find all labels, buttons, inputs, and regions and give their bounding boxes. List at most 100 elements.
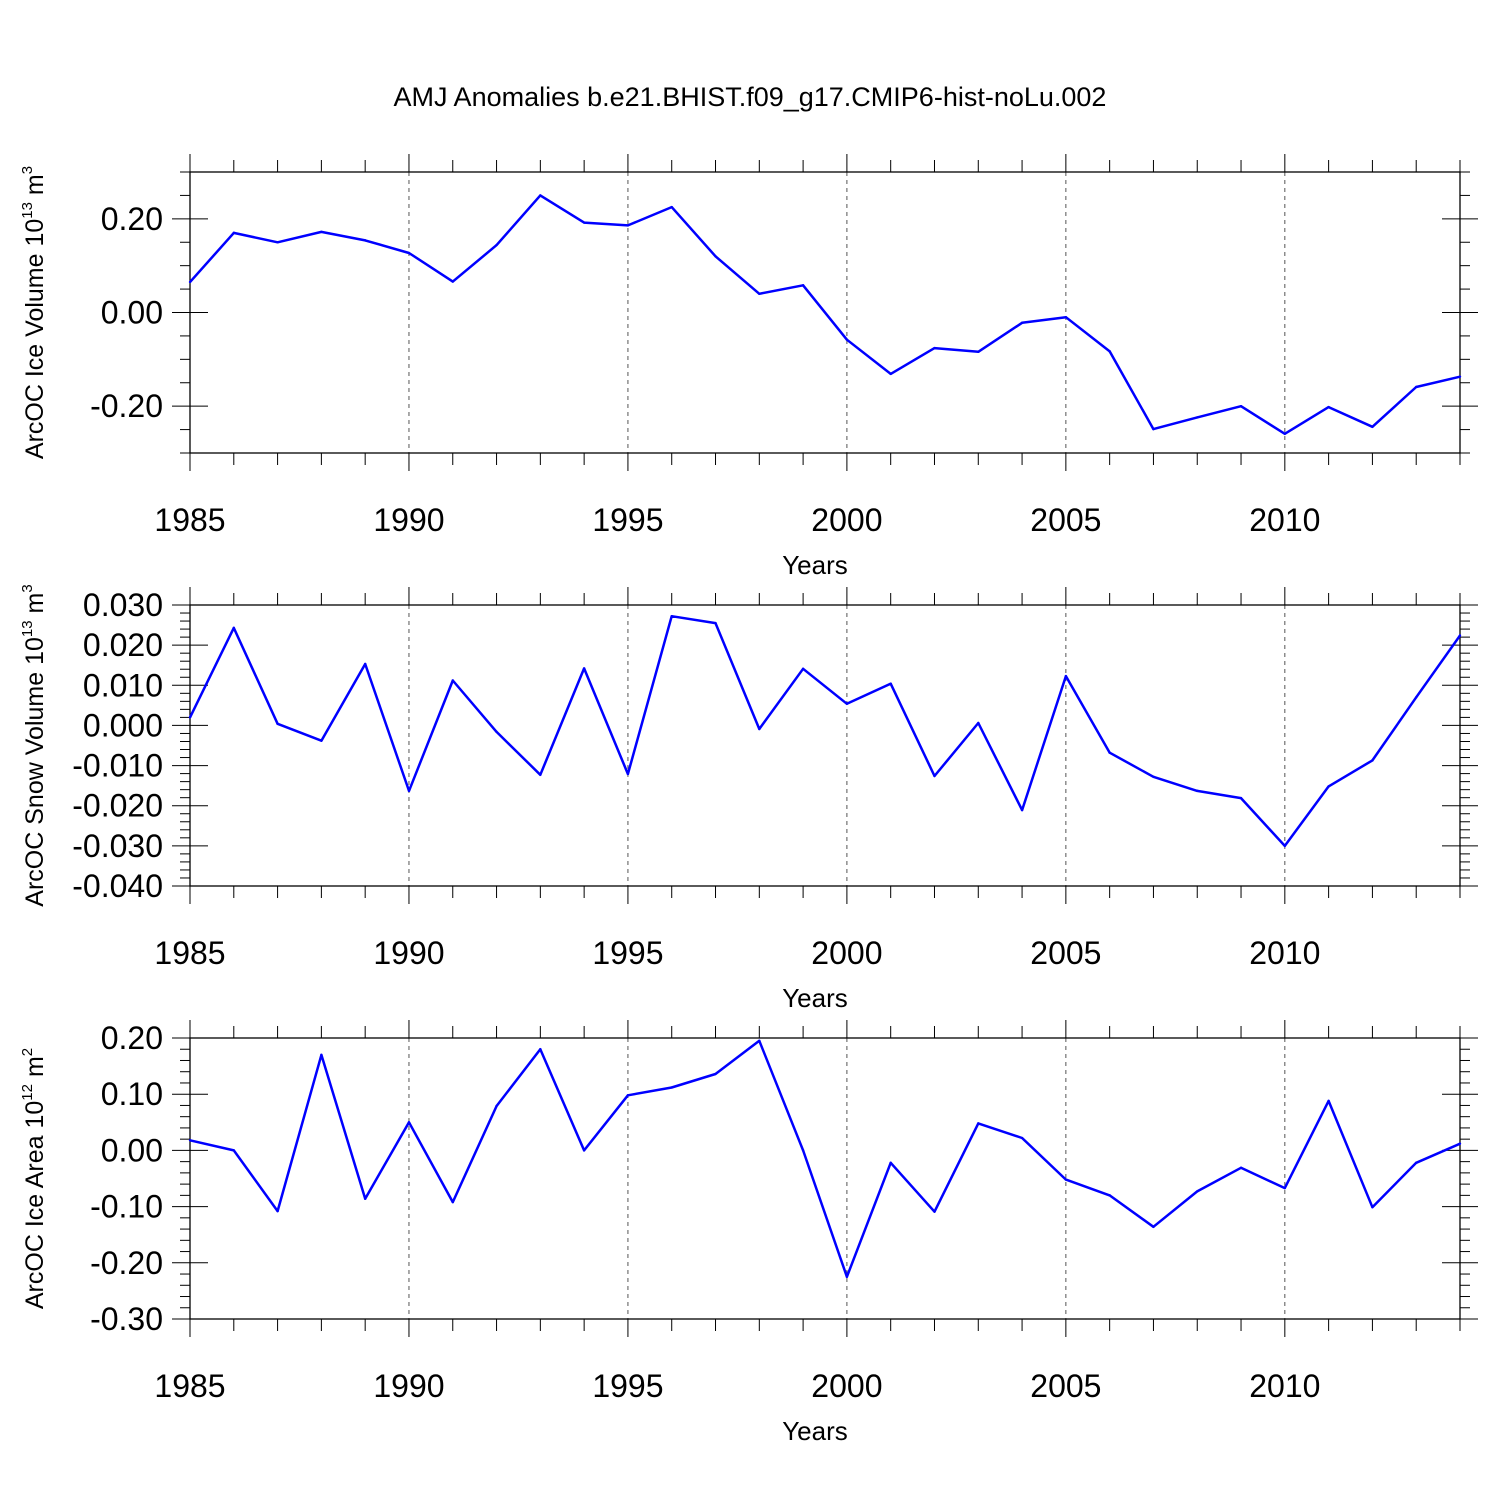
y-tick-label: 0.010: [83, 667, 163, 703]
x-tick-label: 2005: [1030, 502, 1101, 538]
x-tick-label: 2000: [811, 1368, 882, 1404]
data-point: [758, 727, 761, 731]
data-point: [582, 1149, 586, 1152]
data-point: [1283, 1186, 1287, 1190]
y-tick-label: 0.10: [101, 1076, 163, 1112]
panel-1: -0.20 0.00 0.20 1985 1990 1995 2000 2005 2010 Yea…: [19, 154, 1478, 580]
data-point: [188, 716, 192, 719]
data-point: [977, 721, 980, 725]
data-point: [933, 1210, 936, 1213]
chart-title: AMJ Anomalies b.e21.BHIST.f09_g17.CMIP6-…: [394, 82, 1107, 112]
data-point: [758, 292, 761, 295]
y-tick-label: -0.010: [72, 748, 163, 784]
data-point: [363, 239, 367, 242]
x-tick-label: 1995: [592, 935, 663, 971]
x-tick-label: 1985: [154, 502, 225, 538]
x-tick-label: 2000: [811, 935, 882, 971]
data-point: [1283, 844, 1287, 848]
series-line: [189, 194, 1461, 436]
data-point: [188, 1139, 192, 1142]
data-point: [889, 682, 892, 685]
data-point: [276, 722, 279, 726]
data-point: [495, 243, 498, 247]
data-point: [1196, 789, 1199, 793]
y-tick-label: -0.20: [90, 388, 163, 424]
plot-frame: [189, 604, 1461, 887]
data-point: [670, 1086, 673, 1089]
x-tick-label: 2010: [1249, 502, 1320, 538]
x-axis-title: Years: [782, 550, 848, 580]
series-line: [188, 614, 1462, 848]
data-point: [889, 372, 892, 376]
data-point: [801, 667, 805, 671]
data-point: [276, 241, 279, 244]
data-point: [714, 621, 717, 625]
y-tick-label: 0.020: [83, 627, 163, 663]
y-tick-label: 0.20: [101, 201, 163, 237]
data-point: [495, 1104, 498, 1108]
plot-frame: [189, 1037, 1461, 1320]
data-point: [626, 224, 630, 227]
data-point: [1239, 796, 1243, 800]
data-point: [363, 1197, 367, 1200]
data-point: [758, 1039, 761, 1043]
data-point: [407, 789, 411, 793]
plot-frame: [189, 171, 1461, 454]
panel-2: -0.040 -0.030 -0.020 -0.010 0.000 0.010 0.020 0…: [19, 584, 1478, 1013]
y-tick-label: 0.20: [101, 1020, 163, 1056]
data-point: [1152, 1225, 1155, 1229]
data-point: [626, 772, 630, 776]
data-point: [1152, 775, 1155, 779]
data-point: [1371, 1205, 1374, 1209]
data-point: [1415, 385, 1418, 389]
data-point: [626, 1094, 630, 1097]
y-axis-title: ArcOC Snow Volume 1013 m3: [19, 584, 49, 906]
data-point: [451, 280, 454, 283]
data-point: [539, 1048, 542, 1051]
y-tick-label: 0.000: [83, 707, 163, 743]
x-tick-label: 1985: [154, 1368, 225, 1404]
data-point: [363, 662, 367, 666]
data-point: [1064, 1178, 1068, 1181]
data-point: [1458, 634, 1462, 637]
x-tick-label: 1990: [373, 935, 444, 971]
data-point: [1458, 375, 1462, 378]
data-point: [670, 615, 673, 618]
y-axis-title: ArcOC Ice Area 1012 m2: [19, 1048, 49, 1309]
data-point: [1152, 427, 1155, 431]
x-tick-label: 1985: [154, 935, 225, 971]
data-point: [1458, 1142, 1462, 1145]
data-point: [1327, 785, 1330, 788]
data-point: [977, 350, 980, 354]
data-point: [1020, 808, 1024, 812]
y-tick-label: -0.040: [72, 868, 163, 904]
y-axis-title: ArcOC Ice Volume 1013 m3: [19, 166, 49, 459]
data-point: [1064, 315, 1068, 319]
y-tick-label: 0.030: [83, 587, 163, 623]
data-point: [1327, 405, 1330, 409]
data-point: [1108, 751, 1111, 754]
data-point: [1020, 1136, 1024, 1140]
data-point: [933, 774, 936, 778]
panel-3: -0.30 -0.20 -0.10 0.00 0.10 0.20 1985 1990 1995 2…: [19, 1020, 1478, 1446]
x-tick-label: 1990: [373, 502, 444, 538]
data-point: [582, 221, 586, 224]
x-tick-label: 2000: [811, 502, 882, 538]
data-point: [1108, 350, 1111, 353]
data-point: [1415, 1161, 1418, 1164]
data-point: [1371, 425, 1374, 428]
x-tick-label: 2005: [1030, 935, 1101, 971]
y-tick-label: -0.020: [72, 788, 163, 824]
x-tick-label: 2010: [1249, 935, 1320, 971]
series-line: [189, 1039, 1461, 1279]
data-point: [1196, 416, 1199, 419]
data-point: [320, 1053, 323, 1057]
data-point: [407, 251, 411, 255]
data-point: [1239, 404, 1243, 408]
x-tick-label: 2010: [1249, 1368, 1320, 1404]
data-point: [539, 194, 542, 197]
data-point: [801, 1149, 805, 1152]
data-point: [714, 255, 717, 258]
y-tick-label: -0.20: [90, 1245, 163, 1281]
data-point: [276, 1209, 279, 1213]
